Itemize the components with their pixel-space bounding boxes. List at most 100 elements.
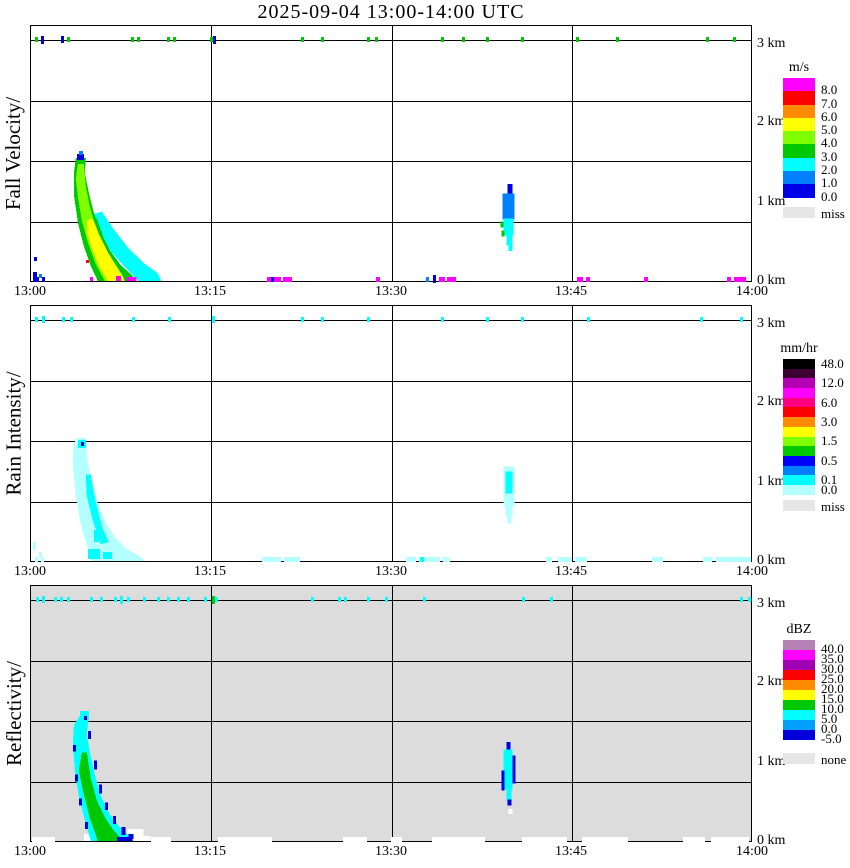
panel-rain-intensity: [30, 305, 752, 562]
echo-speck: [132, 317, 136, 322]
echo-shape: [104, 802, 108, 811]
height-label-0km: 0 km: [757, 553, 786, 568]
echo-shape: [92, 211, 162, 281]
colorbar-fall-velocity: m/s 8.0 7.0 6.0 5.0 4.0 3.0 2.0 1.0 0.0 miss: [783, 60, 850, 221]
gridline-3km: [31, 320, 751, 321]
echo-shape: [73, 157, 137, 281]
echo-speck: [67, 37, 71, 42]
echo-speck: [61, 36, 65, 43]
gridline-2p25km: [31, 381, 751, 382]
colorbar-footer: miss: [783, 499, 845, 514]
colorbar-reflectivity: dBZ 40.0 35.0 30.0 25.0 20.0 15.0 10.0 5.0 0.0 -5…: [783, 622, 850, 767]
colorbar-tick-label: 30.0: [821, 661, 844, 676]
echo-speck: [215, 597, 219, 602]
panel-fall-velocity: [30, 25, 752, 283]
colorbar-segment: 4.0: [783, 131, 837, 150]
echo-speck: [212, 36, 216, 44]
gridline-2p25km: [31, 101, 751, 102]
gridline-1p5km: [31, 721, 751, 722]
echo-shape: [93, 530, 99, 543]
echo-speck: [366, 37, 370, 42]
echo-shape: [127, 829, 144, 841]
height-label-1km: 1 km: [757, 194, 786, 209]
echo-speck: [520, 317, 524, 322]
echo-shape: [512, 755, 516, 784]
colorbar-tick-label: 6.0: [821, 394, 838, 410]
echo-shape: [32, 542, 36, 551]
time-tick: 14:00: [736, 564, 768, 579]
colorbar-tick-label: 0.5: [821, 452, 838, 468]
gridline-1315: [211, 26, 212, 281]
echo-speck: [217, 837, 272, 842]
echo-speck: [283, 557, 301, 562]
colorbar-tick-label: 12.0: [821, 375, 844, 391]
colorbar-tick-label: 0.0: [821, 188, 838, 204]
echo-shape: [87, 730, 91, 739]
echo-speck: [167, 37, 170, 42]
echo-shape: [83, 834, 93, 841]
colorbar-segment: 25.0: [783, 670, 844, 686]
colorbar-tick-label: -5.0: [821, 731, 842, 746]
colorbar-segment: 6.0: [783, 104, 837, 124]
missing-data-swatch: [783, 499, 815, 511]
gridline-1p5km: [31, 441, 751, 442]
echo-speck: [432, 275, 437, 283]
echo-speck: [41, 596, 45, 603]
gridline-1345: [572, 26, 573, 281]
echo-speck: [35, 597, 39, 602]
colorbar-segment: 1.5: [783, 433, 837, 448]
colorbar-footer: miss: [783, 206, 845, 221]
echo-speck: [157, 597, 161, 602]
colorbar-segment: [783, 368, 815, 379]
echo-speck: [321, 37, 324, 42]
echo-speck: [447, 277, 456, 282]
colorbar-segment: 12.0: [783, 375, 844, 390]
echo-shape: [72, 437, 145, 561]
colorbar-segment: 1.0: [783, 171, 837, 190]
colorbar-tick-label: 0.0: [821, 721, 838, 736]
time-tick: 14:00: [736, 284, 768, 299]
colorbar-unit-label: m/s: [788, 60, 810, 75]
echo-speckles: [31, 586, 752, 842]
echo-speck: [441, 317, 445, 322]
echo-shape: [503, 749, 513, 790]
echo-shape: [102, 552, 112, 560]
colorbar-segment: 10.0: [783, 700, 844, 716]
colorbar-footer: none: [783, 752, 846, 767]
ylabel-rain-intensity: Rain Intensity/: [0, 305, 28, 562]
colorbar-segment: 15.0: [783, 690, 844, 706]
colorbar-tick-label: 15.0: [821, 691, 844, 706]
echo-shape: [116, 837, 133, 841]
echo-speck: [62, 317, 66, 322]
echo-shape: [32, 272, 37, 279]
echo-speck: [120, 596, 123, 604]
time-tick: 13:30: [375, 844, 407, 859]
echo-shape: [85, 474, 109, 545]
echo-shape: [126, 277, 137, 281]
missing-data-label: miss: [821, 498, 845, 514]
gridline-0p75km: [31, 222, 751, 223]
echo-shape: [121, 827, 126, 836]
time-axis: 13:00 13:15 13:30 13:45 14:00: [14, 844, 768, 860]
echo-speck: [585, 277, 591, 282]
colorbar-scale: 40.0 35.0 30.0 25.0 20.0 15.0 10.0 5.0 0.0 -5.0: [783, 640, 844, 746]
echo-shape: [79, 711, 89, 719]
echo-shape: [38, 552, 42, 559]
echo-speck: [41, 316, 45, 323]
colorbar-segment: 0.0: [783, 482, 837, 497]
colorbar-tick-label: 5.0: [821, 711, 838, 726]
echo-speck: [300, 317, 304, 322]
echo-speck: [423, 597, 427, 602]
echo-shape: [83, 715, 87, 720]
gridline-1p5km: [31, 161, 751, 162]
echo-speckles: [31, 306, 751, 562]
echo-speck: [546, 557, 552, 562]
colorbar-segment: [783, 388, 815, 398]
echo-speck: [342, 837, 367, 842]
colorbar-tick-label: 35.0: [821, 651, 844, 666]
colorbar-segment: [783, 426, 815, 437]
colorbar-tick-label: 40.0: [821, 641, 844, 656]
echo-speck: [522, 837, 567, 842]
time-tick: 13:45: [555, 284, 587, 299]
echo-speck: [586, 317, 590, 322]
